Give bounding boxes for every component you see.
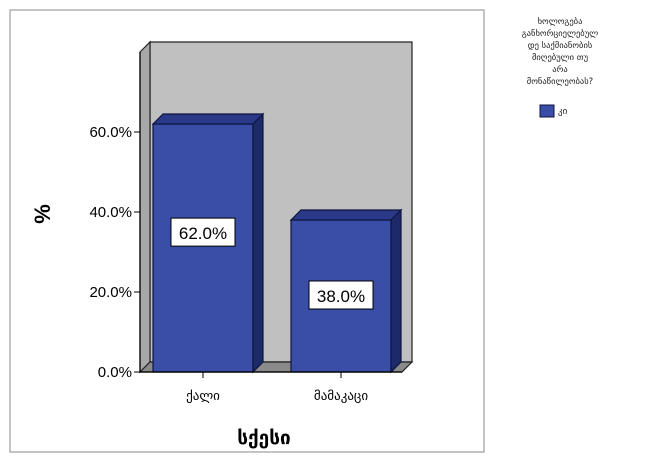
y-tick-label: 60.0% bbox=[89, 124, 132, 141]
legend-title-line: არა bbox=[552, 64, 567, 75]
legend-swatch bbox=[539, 104, 555, 118]
legend-title-line: მონაწილეობას? bbox=[527, 76, 593, 87]
plot-side-wall bbox=[139, 40, 151, 374]
legend-title-line: განხორციელებულ bbox=[522, 28, 598, 39]
y-tick-label: 0.0% bbox=[98, 364, 132, 381]
legend-title-line: დე საქმიანობის bbox=[528, 40, 593, 51]
legend-title-line: ხოლოგება bbox=[538, 16, 583, 27]
bar bbox=[152, 123, 254, 373]
bar-side-face bbox=[252, 112, 264, 374]
x-axis-title: სქესი bbox=[237, 427, 290, 449]
category-label: მამაკაცი bbox=[314, 389, 368, 404]
data-label-box bbox=[308, 280, 374, 310]
data-label: 38.0% bbox=[317, 287, 365, 306]
y-tick-label: 40.0% bbox=[89, 204, 132, 221]
bar-top-face bbox=[289, 209, 403, 221]
y-axis-title: % bbox=[30, 204, 55, 224]
y-tick-label: 20.0% bbox=[89, 284, 132, 301]
bar-side-face bbox=[390, 208, 402, 374]
data-label: 62.0% bbox=[179, 224, 227, 243]
legend-label: კი bbox=[558, 107, 568, 117]
bar-top-face bbox=[151, 113, 265, 125]
legend-title-line: მიღებული თუ bbox=[532, 52, 588, 63]
category-label: ქალი bbox=[186, 389, 220, 404]
data-label-box bbox=[170, 217, 236, 247]
